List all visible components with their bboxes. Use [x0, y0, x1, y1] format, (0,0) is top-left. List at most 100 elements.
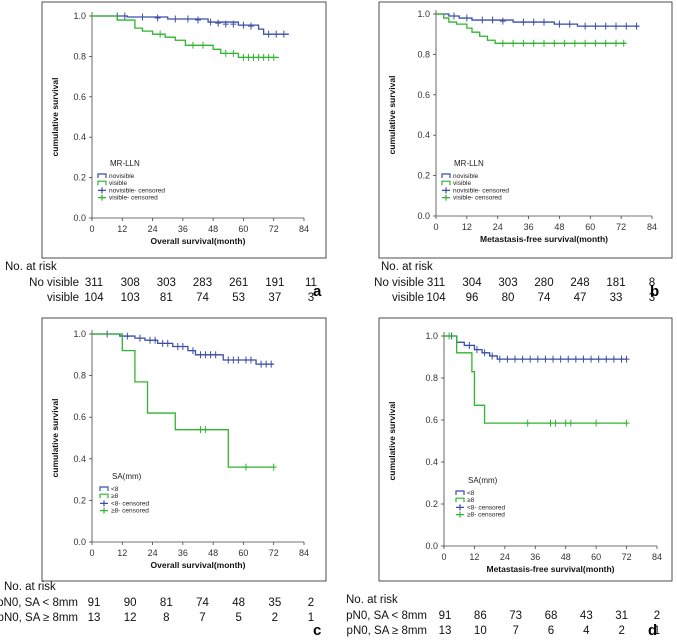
censor-mark: [618, 355, 625, 363]
censor-mark: [499, 39, 506, 47]
x-tick-label: 60: [591, 552, 601, 562]
censor-mark: [124, 332, 131, 340]
risk-value: 1: [308, 612, 314, 624]
x-tick-label: 84: [652, 552, 662, 562]
risk-value: 104: [84, 292, 104, 304]
risk-table-header: No. at risk: [5, 261, 57, 273]
y-tick-label: 1.0: [425, 331, 438, 341]
censor-mark: [582, 22, 589, 30]
legend-entry: ≥8: [467, 497, 475, 504]
censor-mark: [212, 351, 219, 359]
survival-curve-group2: [92, 15, 279, 59]
censor-mark: [463, 14, 470, 22]
censor-mark: [499, 17, 506, 25]
x-tick-label: 84: [647, 222, 657, 232]
x-tick-label: 36: [524, 222, 534, 232]
risk-value: 80: [502, 292, 515, 304]
censor-mark: [582, 39, 589, 47]
censor-mark: [273, 30, 280, 38]
censor-mark: [147, 336, 154, 344]
risk-value: 4: [583, 625, 590, 637]
censor-mark: [240, 21, 247, 29]
legend-swatch: [441, 173, 451, 178]
x-tick-label: 48: [208, 548, 218, 558]
legend-entry: visible: [453, 180, 471, 187]
risk-value: 280: [534, 277, 553, 289]
legend-swatch: [441, 180, 451, 186]
censor-mark: [571, 39, 578, 47]
censor-mark: [258, 360, 265, 368]
y-tick-label: 0.6: [73, 412, 86, 422]
censor-mark: [562, 419, 569, 427]
censor-mark: [602, 22, 609, 30]
km-panel-a: 0.0 0.2 0.4 0.6 0.8 1.0 0 12 24 36 48 60 72 84 cumulat…: [5, 1, 327, 304]
x-tick-label: 72: [622, 552, 632, 562]
risk-value: 11: [305, 277, 317, 289]
km-panel-c: 0.00.20.40.60.81.00 12 24 36 48 60 72 84cumulat…: [0, 317, 327, 639]
survival-curve-group2: [444, 335, 627, 424]
y-axis-label: cumulative survival: [387, 76, 397, 155]
risk-value: 74: [196, 597, 209, 609]
censor-mark: [195, 16, 201, 24]
risk-value: 53: [232, 292, 245, 304]
x-tick-label: 48: [554, 222, 564, 232]
risk-value: 35: [268, 597, 281, 609]
censor-mark: [250, 53, 257, 61]
censor-mark: [202, 351, 209, 359]
censor-mark: [593, 419, 600, 427]
censor-mark: [496, 355, 503, 363]
risk-value: 33: [610, 292, 623, 304]
y-tick-label: 0.4: [73, 454, 86, 464]
censor-mark: [240, 53, 247, 61]
censor-mark: [504, 355, 511, 363]
legend-censor-swatch: [442, 194, 450, 201]
y-tick-label: 1.0: [73, 329, 86, 339]
survival-curve-group1: [92, 333, 274, 365]
risk-value: 86: [474, 610, 487, 622]
x-tick-label: 60: [238, 548, 248, 558]
x-tick-label: 36: [178, 224, 188, 234]
legend-swatch: [99, 486, 109, 491]
censor-mark: [481, 349, 488, 357]
censor-mark: [136, 334, 143, 342]
risk-value: 73: [509, 610, 522, 622]
risk-value: 8: [649, 277, 655, 289]
chart-frame: [41, 1, 327, 259]
censor-mark: [510, 39, 517, 47]
censor-mark: [592, 39, 599, 47]
risk-value: 2: [308, 597, 314, 609]
censor-mark: [235, 356, 242, 364]
censor-mark: [541, 18, 547, 26]
censor-mark: [202, 426, 209, 434]
censor-mark: [566, 20, 573, 28]
legend-entry: <8- censored: [467, 504, 506, 511]
censor-mark: [530, 18, 537, 26]
y-tick-label: 0.8: [425, 373, 438, 383]
censor-mark: [222, 20, 229, 28]
x-tick-label: 0: [89, 548, 94, 558]
censor-mark: [159, 339, 166, 347]
risk-value: 3: [308, 292, 314, 304]
y-tick-label: 0.4: [73, 132, 86, 142]
risk-value: 2: [618, 625, 624, 637]
panel-label: c: [313, 622, 321, 639]
risk-row-label: No visible: [29, 277, 79, 289]
censor-mark: [603, 355, 610, 363]
censor-mark: [230, 356, 237, 364]
censor-mark: [572, 355, 579, 363]
censor-mark: [154, 14, 161, 22]
censor-mark: [561, 39, 568, 47]
censor-mark: [207, 351, 214, 359]
y-tick-label: 0.6: [417, 90, 430, 100]
censor-mark: [189, 347, 196, 355]
legend-censor-swatch: [456, 504, 464, 511]
x-tick-label: 24: [500, 552, 510, 562]
x-tick-label: 12: [469, 552, 479, 562]
chart-frame: [378, 1, 673, 259]
legend-title: MR-LLN: [454, 159, 484, 168]
chart-frame: [378, 317, 673, 582]
censor-mark: [265, 30, 272, 38]
x-tick-label: 24: [148, 224, 158, 234]
censor-mark: [280, 30, 287, 38]
